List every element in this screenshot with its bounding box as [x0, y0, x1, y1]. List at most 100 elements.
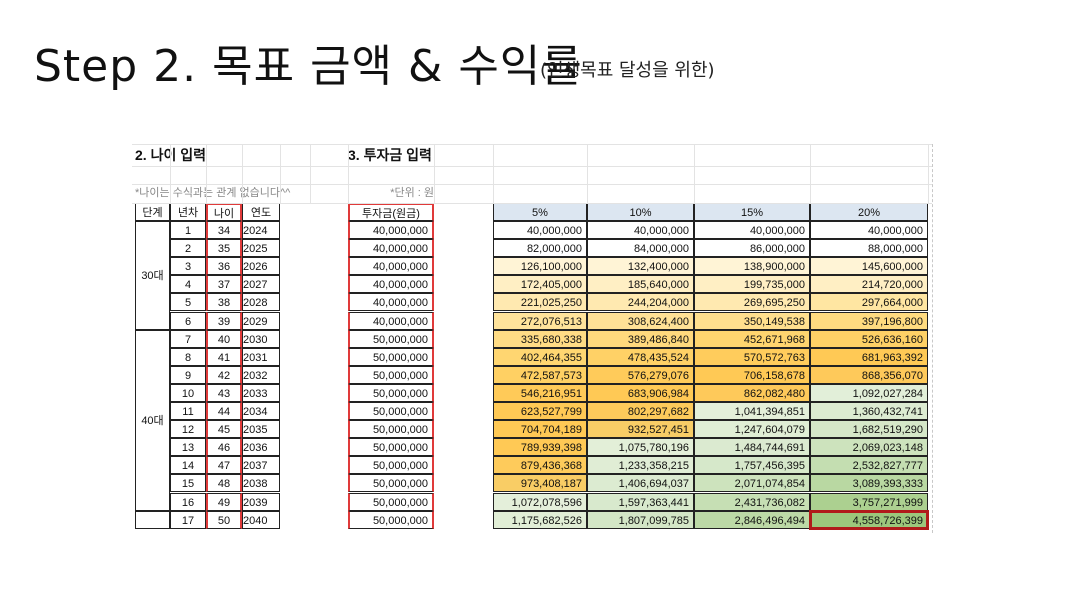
- year-number-cell: 8: [170, 347, 206, 366]
- value-cell: 2,071,074,854: [694, 474, 810, 493]
- principal-cell: 40,000,000: [348, 293, 434, 312]
- value-cell: 402,464,355: [493, 347, 587, 366]
- year-cell: 2025: [242, 239, 280, 258]
- age-cell: 37: [206, 275, 242, 294]
- value-cell: 1,072,078,596: [493, 492, 587, 511]
- header-principal: 투자금(원금): [348, 203, 434, 221]
- value-cell: 40,000,000: [694, 221, 810, 240]
- value-cell: 185,640,000: [587, 275, 694, 294]
- age-cell: 45: [206, 420, 242, 439]
- year-cell: 2030: [242, 329, 280, 348]
- year-number-cell: 2: [170, 239, 206, 258]
- value-cell: 214,720,000: [810, 275, 928, 294]
- principal-cell: 50,000,000: [348, 438, 434, 457]
- year-cell: 2024: [242, 221, 280, 240]
- value-cell: 269,695,250: [694, 293, 810, 312]
- value-cell: 1,233,358,215: [587, 456, 694, 475]
- value-cell: 2,069,023,148: [810, 438, 928, 457]
- year-number-cell: 12: [170, 420, 206, 439]
- year-cell: 2034: [242, 402, 280, 421]
- year-cell: 2032: [242, 365, 280, 384]
- year-number-cell: 17: [170, 510, 206, 529]
- principal-cell: 40,000,000: [348, 239, 434, 258]
- year-number-cell: 10: [170, 383, 206, 402]
- year-number-cell: 15: [170, 474, 206, 493]
- value-cell: 3,089,393,333: [810, 474, 928, 493]
- grid-line: [493, 144, 494, 203]
- value-cell: 350,149,538: [694, 311, 810, 330]
- value-cell: 1,807,099,785: [587, 510, 694, 529]
- age-cell: 40: [206, 329, 242, 348]
- stage-group-cell: 40대: [135, 329, 170, 511]
- value-cell: 1,406,694,037: [587, 474, 694, 493]
- principal-cell: 50,000,000: [348, 347, 434, 366]
- age-cell: 36: [206, 257, 242, 276]
- year-number-cell: 3: [170, 257, 206, 276]
- age-cell: 46: [206, 438, 242, 457]
- value-cell: 1,175,682,526: [493, 510, 587, 529]
- header-year-no: 년차: [170, 203, 206, 221]
- grid-line: [132, 184, 932, 185]
- age-cell: 50: [206, 510, 242, 529]
- age-cell: 44: [206, 402, 242, 421]
- age-cell: 42: [206, 365, 242, 384]
- grid-line: [348, 144, 349, 203]
- principal-cell: 50,000,000: [348, 474, 434, 493]
- year-number-cell: 13: [170, 438, 206, 457]
- value-cell: 1,597,363,441: [587, 492, 694, 511]
- principal-cell: 40,000,000: [348, 257, 434, 276]
- grid-line: [810, 144, 811, 203]
- value-cell: 862,082,480: [694, 383, 810, 402]
- grid-line: [132, 166, 932, 167]
- grid-line: [434, 144, 435, 203]
- year-number-cell: 6: [170, 311, 206, 330]
- grid-line: [170, 144, 171, 203]
- value-cell: 335,680,338: [493, 329, 587, 348]
- year-number-cell: 14: [170, 456, 206, 475]
- rate-header-2: 10%: [587, 203, 694, 221]
- age-cell: 47: [206, 456, 242, 475]
- grid-line: [310, 144, 311, 203]
- year-number-cell: 11: [170, 402, 206, 421]
- grid-line: [132, 203, 932, 204]
- principal-cell: 50,000,000: [348, 492, 434, 511]
- value-cell: 397,196,800: [810, 311, 928, 330]
- value-cell: 244,204,000: [587, 293, 694, 312]
- value-cell: 2,431,736,082: [694, 492, 810, 511]
- value-cell: 86,000,000: [694, 239, 810, 258]
- age-cell: 49: [206, 492, 242, 511]
- grid-line: [242, 144, 243, 203]
- value-cell: 802,297,682: [587, 402, 694, 421]
- year-cell: 2037: [242, 456, 280, 475]
- year-number-cell: 4: [170, 275, 206, 294]
- value-cell: 40,000,000: [587, 221, 694, 240]
- year-cell: 2031: [242, 347, 280, 366]
- target-amount-cell: 4,558,726,399: [809, 509, 929, 530]
- value-cell: 546,216,951: [493, 383, 587, 402]
- grid-line: [587, 144, 588, 203]
- grid-line: [206, 144, 207, 203]
- header-stage: 단계: [135, 203, 170, 221]
- principal-cell: 40,000,000: [348, 221, 434, 240]
- principal-cell: 50,000,000: [348, 420, 434, 439]
- year-cell: 2033: [242, 383, 280, 402]
- principal-cell: 50,000,000: [348, 402, 434, 421]
- spreadsheet-screenshot: 2. 나이 입력 3. 투자금 입력 *나이는 수식과는 관계 없습니다^^ *…: [132, 144, 933, 533]
- year-cell: 2029: [242, 311, 280, 330]
- value-cell: 132,400,000: [587, 257, 694, 276]
- age-note: *나이는 수식과는 관계 없습니다^^: [135, 187, 291, 199]
- value-cell: 40,000,000: [493, 221, 587, 240]
- year-cell: 2028: [242, 293, 280, 312]
- value-cell: 2,532,827,777: [810, 456, 928, 475]
- rate-header-3: 15%: [694, 203, 810, 221]
- principal-cell: 40,000,000: [348, 275, 434, 294]
- principal-cell: 50,000,000: [348, 510, 434, 529]
- value-cell: 1,075,780,196: [587, 438, 694, 457]
- value-cell: 2,846,496,494: [694, 510, 810, 529]
- value-cell: 40,000,000: [810, 221, 928, 240]
- value-cell: 570,572,763: [694, 347, 810, 366]
- age-cell: 48: [206, 474, 242, 493]
- age-section-title: 2. 나이 입력: [135, 147, 206, 163]
- value-cell: 172,405,000: [493, 275, 587, 294]
- rate-header-1: 5%: [493, 203, 587, 221]
